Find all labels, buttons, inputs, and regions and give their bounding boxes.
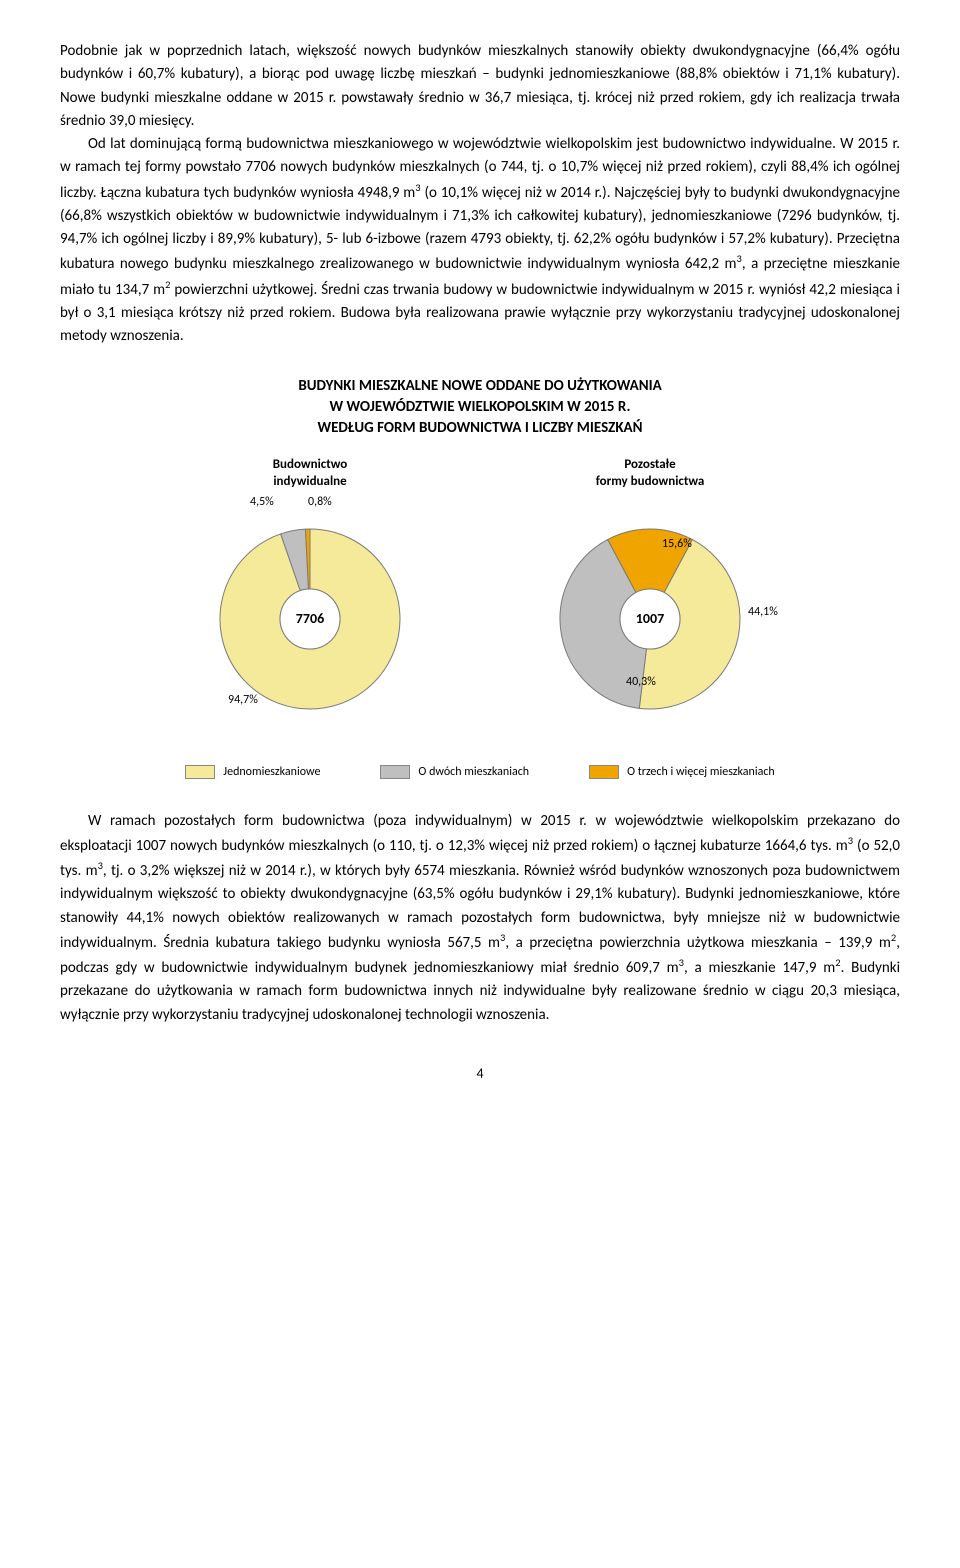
charts-row: Budownictwo indywidualne 7706 4,5% 0,8% … [60,457,900,739]
left-sub-l1: Budownictwo [273,457,348,472]
legend-label-c: O trzech i więcej mieszkaniach [627,763,775,782]
right-pct-40-3: 40,3% [626,673,656,692]
legend-jednomieszkaniowe: Jednomieszkaniowe [185,763,320,782]
swatch-trzech [589,765,619,779]
swatch-jednomieszkaniowe [185,765,215,779]
paragraph-3: W ramach pozostałych form budownictwa (p… [60,810,900,1027]
donut-right-center: 1007 [636,608,664,630]
chart-right: Pozostałe formy budownictwa 1007 15,6% 4… [530,457,770,739]
chart-left-subtitle: Budownictwo indywidualne [273,457,348,491]
legend-label-a: Jednomieszkaniowe [223,763,320,782]
donut-left-center: 7706 [296,608,324,630]
legend-trzech: O trzech i więcej mieszkaniach [589,763,775,782]
chart-title: BUDYNKI MIESZKALNE NOWE ODDANE DO UŻYTKO… [60,376,900,439]
donut-left-wrap: 7706 4,5% 0,8% 94,7% [190,499,430,739]
p2-d: powierzchni użytkowej. Średni czas trwan… [60,281,900,346]
left-sub-l2: indywidualne [273,474,346,489]
right-sub-l1: Pozostałe [624,457,675,472]
p3-d: , a przeciętna powierzchnia użytkowa mie… [505,934,891,952]
left-pct-4-5: 4,5% [250,493,274,512]
paragraph-1: Podobnie jak w poprzednich latach, więks… [60,40,900,133]
chart-title-l3: WEDŁUG FORM BUDOWNICTWA I LICZBY MIESZKA… [60,418,900,439]
chart-right-subtitle: Pozostałe formy budownictwa [596,457,705,491]
chart-title-l2: W WOJEWÓDZTWIE WIELKOPOLSKIM W 2015 R. [60,397,900,418]
right-pct-15-6: 15,6% [662,535,692,554]
right-sub-l2: formy budownictwa [596,474,705,489]
right-pct-44-1: 44,1% [748,603,778,622]
legend-dwoch: O dwóch mieszkaniach [380,763,529,782]
legend-row: Jednomieszkaniowe O dwóch mieszkaniach O… [60,763,900,782]
p3-f: , a mieszkanie 147,9 m [684,959,835,977]
page-number: 4 [60,1063,900,1085]
paragraph-2: Od lat dominującą formą budownictwa mies… [60,133,900,348]
left-pct-94-7: 94,7% [228,691,258,710]
legend-label-b: O dwóch mieszkaniach [418,763,529,782]
donut-right-wrap: 1007 15,6% 44,1% 40,3% [530,499,770,739]
chart-title-l1: BUDYNKI MIESZKALNE NOWE ODDANE DO UŻYTKO… [60,376,900,397]
swatch-dwoch [380,765,410,779]
chart-left: Budownictwo indywidualne 7706 4,5% 0,8% … [190,457,430,739]
p3-a: W ramach pozostałych form budownictwa (p… [60,812,900,855]
left-pct-0-8: 0,8% [308,493,332,512]
